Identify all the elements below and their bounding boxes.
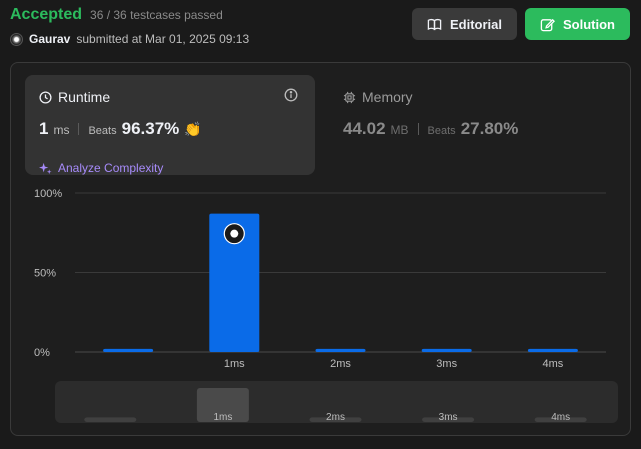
solution-button[interactable]: Solution — [525, 8, 630, 40]
memory-title: Memory — [362, 89, 413, 105]
runtime-value: 1 — [39, 119, 49, 138]
sparkle-icon — [39, 162, 52, 174]
submission-header: Accepted 36 / 36 testcases passed Gaurav… — [10, 6, 249, 46]
results-panel: Runtime 1 ms Beats 96.37% 👏 Analyze Comp… — [10, 62, 631, 436]
submitted-time: submitted at Mar 01, 2025 09:13 — [76, 32, 250, 46]
runtime-beats-value: 96.37% — [121, 119, 180, 138]
x-tick-label: 2ms — [330, 358, 351, 370]
edit-icon — [540, 18, 555, 31]
editorial-label: Editorial — [449, 16, 502, 32]
book-icon — [427, 18, 442, 30]
scrubber-bar — [309, 417, 362, 422]
bar[interactable] — [315, 348, 366, 352]
scrubber-label: 3ms — [439, 412, 458, 423]
testcases-count: 36 / 36 testcases passed — [90, 8, 223, 22]
runtime-beats-label: Beats — [88, 125, 117, 137]
solution-label: Solution — [563, 16, 615, 32]
avatar[interactable] — [10, 32, 23, 46]
y-tick-label: 100% — [34, 188, 62, 200]
scrubber-bar — [422, 417, 475, 422]
analyze-complexity-link[interactable]: Analyze Complexity — [39, 161, 163, 175]
avatar-dot — [230, 229, 239, 238]
scrubber-bar — [534, 417, 587, 422]
editorial-button[interactable]: Editorial — [412, 8, 517, 40]
chip-icon — [343, 91, 356, 103]
runtime-title: Runtime — [58, 89, 111, 105]
bar[interactable] — [209, 213, 260, 352]
bar[interactable] — [103, 348, 154, 352]
range-scrubber[interactable] — [55, 381, 618, 423]
runtime-card[interactable]: Runtime 1 ms Beats 96.37% 👏 Analyze Comp… — [25, 75, 315, 175]
memory-card[interactable]: Memory 44.02 MB Beats 27.80% — [329, 75, 619, 175]
memory-value: 44.02 — [343, 119, 386, 138]
clap-hands-icon: 👏 — [184, 121, 202, 137]
status-label: Accepted — [10, 6, 83, 23]
runtime-unit: ms — [53, 123, 70, 137]
bar[interactable] — [527, 348, 578, 352]
memory-beats-value: 27.80% — [460, 119, 519, 138]
y-tick-label: 0% — [34, 347, 50, 359]
memory-beats-label: Beats — [427, 125, 456, 137]
x-tick-label: 4ms — [543, 358, 564, 370]
bar[interactable] — [421, 348, 472, 352]
analyze-label: Analyze Complexity — [58, 161, 164, 175]
scrubber-label: 1ms — [213, 412, 232, 423]
scrubber-label: 4ms — [551, 412, 570, 423]
info-icon[interactable] — [284, 88, 298, 102]
scrubber-bar — [196, 388, 249, 422]
x-tick-label: 1ms — [224, 358, 245, 370]
scrubber-bar — [84, 417, 137, 422]
clock-icon — [39, 90, 52, 104]
scrubber-label: 2ms — [326, 412, 345, 423]
memory-unit: MB — [390, 123, 409, 137]
y-tick-label: 50% — [34, 268, 56, 280]
user-name[interactable]: Gaurav — [29, 32, 71, 46]
divider — [78, 123, 80, 135]
divider — [417, 123, 419, 135]
x-tick-label: 3ms — [436, 358, 457, 370]
